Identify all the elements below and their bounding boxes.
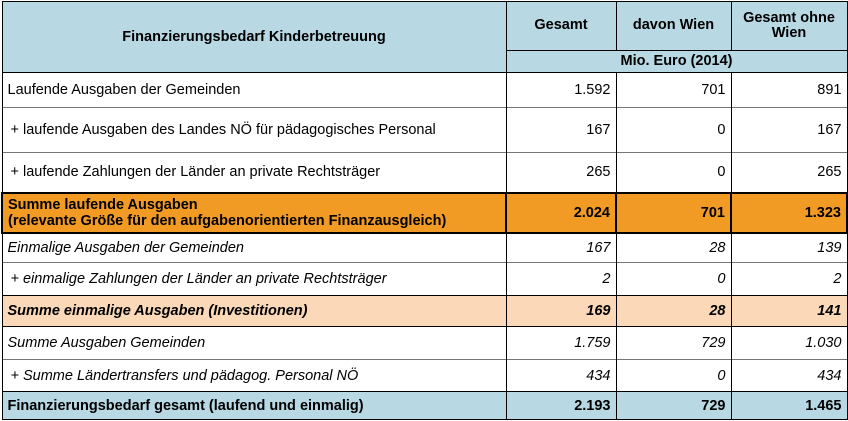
cell-ohne-wien: 1.465	[730, 391, 848, 420]
cell-ohne-wien: 167	[730, 107, 848, 153]
table-row: Summe Ausgaben Gemeinden 1.759 729 1.030	[1, 326, 848, 360]
cell-gesamt: 265	[505, 152, 617, 193]
table-row: Laufende Ausgaben der Gemeinden 1.592 70…	[1, 72, 848, 108]
table-row-sum-laufend: Summe laufende Ausgaben (relevante Größe…	[1, 191, 848, 234]
header-gesamt-ohne-wien: Gesamt ohne Wien	[730, 1, 848, 51]
row-label: Summe laufende Ausgaben (relevante Größe…	[1, 191, 507, 234]
cell-gesamt: 167	[505, 232, 617, 263]
cell-ohne-wien: 141	[730, 295, 848, 327]
row-label-line2: (relevante Größe für den aufgabenorienti…	[8, 212, 447, 229]
cell-wien: 0	[615, 107, 732, 153]
table-row: Einmalige Ausgaben der Gemeinden 167 28 …	[1, 232, 848, 263]
table-row: + laufende Zahlungen der Länder an priva…	[1, 152, 848, 193]
cell-gesamt: 167	[505, 107, 617, 153]
row-label: Summe einmalige Ausgaben (Investitionen)	[1, 295, 507, 327]
cell-wien: 0	[615, 262, 732, 296]
header-gesamt: Gesamt	[505, 1, 617, 51]
row-label: Summe Ausgaben Gemeinden	[1, 326, 507, 360]
table-row-sum-einmalig: Summe einmalige Ausgaben (Investitionen)…	[1, 295, 848, 327]
cell-gesamt: 2.193	[505, 391, 617, 420]
cell-wien: 701	[615, 72, 732, 108]
cell-wien: 729	[615, 391, 732, 420]
table-row: + laufende Ausgaben des Landes NÖ für pä…	[1, 107, 848, 153]
row-label-line1: Summe laufende Ausgaben	[8, 196, 198, 213]
row-label: Laufende Ausgaben der Gemeinden	[1, 72, 507, 108]
cell-wien: 0	[615, 359, 732, 392]
cell-gesamt: 2.024	[505, 191, 617, 234]
row-label: + laufende Zahlungen der Länder an priva…	[1, 152, 507, 193]
cell-gesamt: 1.592	[505, 72, 617, 108]
cell-ohne-wien: 1.323	[730, 191, 848, 234]
cell-wien: 729	[615, 326, 732, 360]
cell-gesamt: 169	[505, 295, 617, 327]
table-row-total: Finanzierungsbedarf gesamt (laufend und …	[1, 391, 848, 420]
cell-ohne-wien: 265	[730, 152, 848, 193]
cell-ohne-wien: 2	[730, 262, 848, 296]
table-row: + einmalige Zahlungen der Länder an priv…	[1, 262, 848, 296]
cell-wien: 28	[615, 232, 732, 263]
cell-ohne-wien: 139	[730, 232, 848, 263]
row-label: + Summe Ländertransfers und pädagog. Per…	[1, 359, 507, 392]
cell-gesamt: 1.759	[505, 326, 617, 360]
cell-ohne-wien: 434	[730, 359, 848, 392]
cell-wien: 28	[615, 295, 732, 327]
header-davon-wien: davon Wien	[615, 1, 732, 51]
row-label: Finanzierungsbedarf gesamt (laufend und …	[1, 391, 507, 420]
row-label: Einmalige Ausgaben der Gemeinden	[1, 232, 507, 263]
unit-label: Mio. Euro (2014)	[505, 49, 848, 74]
table-row: + Summe Ländertransfers und pädagog. Per…	[1, 359, 848, 392]
cell-ohne-wien: 891	[730, 72, 848, 108]
cell-gesamt: 434	[505, 359, 617, 392]
cell-wien: 0	[615, 152, 732, 193]
cell-gesamt: 2	[505, 262, 617, 296]
table-title: Finanzierungsbedarf Kinderbetreuung	[1, 1, 507, 73]
row-label: + laufende Ausgaben des Landes NÖ für pä…	[1, 107, 507, 153]
cell-wien: 701	[615, 191, 732, 234]
row-label: + einmalige Zahlungen der Länder an priv…	[1, 262, 507, 296]
cell-ohne-wien: 1.030	[730, 326, 848, 360]
